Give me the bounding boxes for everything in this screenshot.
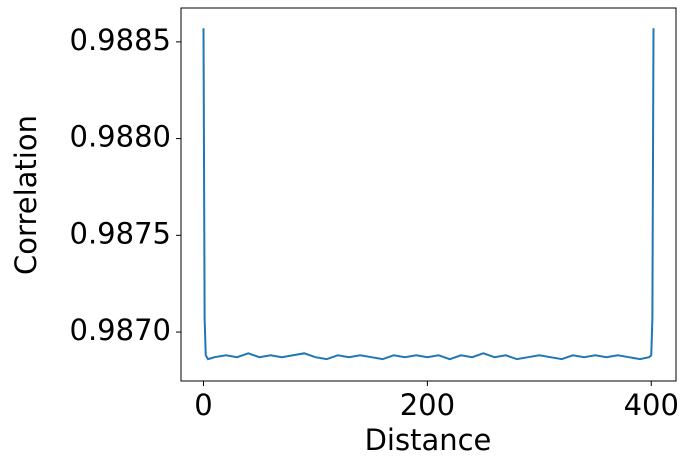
y-tick-label: 0.9885	[70, 23, 171, 57]
y-tick-label: 0.9880	[70, 120, 171, 154]
x-tick-label: 400	[624, 388, 679, 422]
y-tick-label: 0.9875	[70, 216, 171, 250]
plot-frame	[180, 7, 677, 382]
line-series	[202, 28, 655, 361]
x-tick-label: 200	[400, 388, 455, 422]
y-axis-label: Correlation	[9, 115, 43, 275]
y-tick-label: 0.9870	[70, 313, 171, 347]
x-tick-label: 0	[194, 388, 212, 422]
x-axis-label: Distance	[365, 423, 492, 457]
